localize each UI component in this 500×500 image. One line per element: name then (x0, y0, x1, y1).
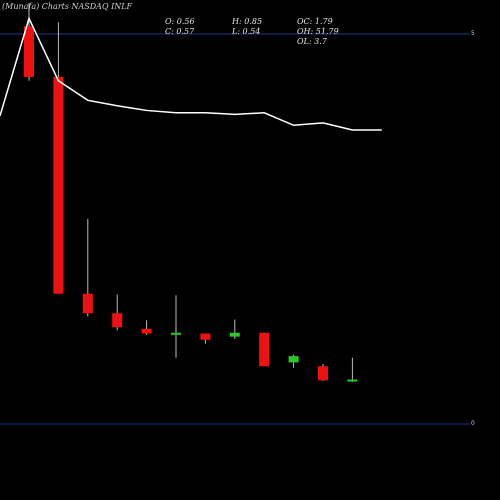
stat-ol: OL: 3.7 (297, 37, 327, 46)
stat-close: C: 0.57 (165, 27, 195, 36)
candle-body-2 (53, 76, 64, 294)
y-tick-label-0: 0 (471, 420, 475, 427)
stat-open: O: 0.56 (165, 17, 195, 26)
y-tick-label-5: 5 (471, 30, 475, 37)
stat-oh: OH: 51.79 (297, 27, 339, 36)
candle-body-3 (82, 293, 93, 314)
candle-body-8 (229, 332, 240, 337)
candle-body-12 (347, 379, 358, 382)
chart-title: (Munafa) Charts NASDAQ INLF (2, 2, 133, 11)
candle-body-1 (24, 26, 34, 77)
stat-high: H: 0.85 (232, 17, 263, 26)
candle-body-10 (288, 356, 299, 363)
candle-body-7 (200, 333, 211, 340)
average-line (0, 16, 382, 131)
candle-body-6 (171, 332, 181, 335)
candle-body-11 (318, 366, 328, 381)
candle-body-5 (141, 328, 152, 334)
candle-body-9 (259, 332, 270, 367)
stat-oc: OC: 1.79 (297, 17, 333, 26)
stat-low: L: 0.54 (232, 27, 261, 36)
candle-body-4 (112, 313, 123, 328)
